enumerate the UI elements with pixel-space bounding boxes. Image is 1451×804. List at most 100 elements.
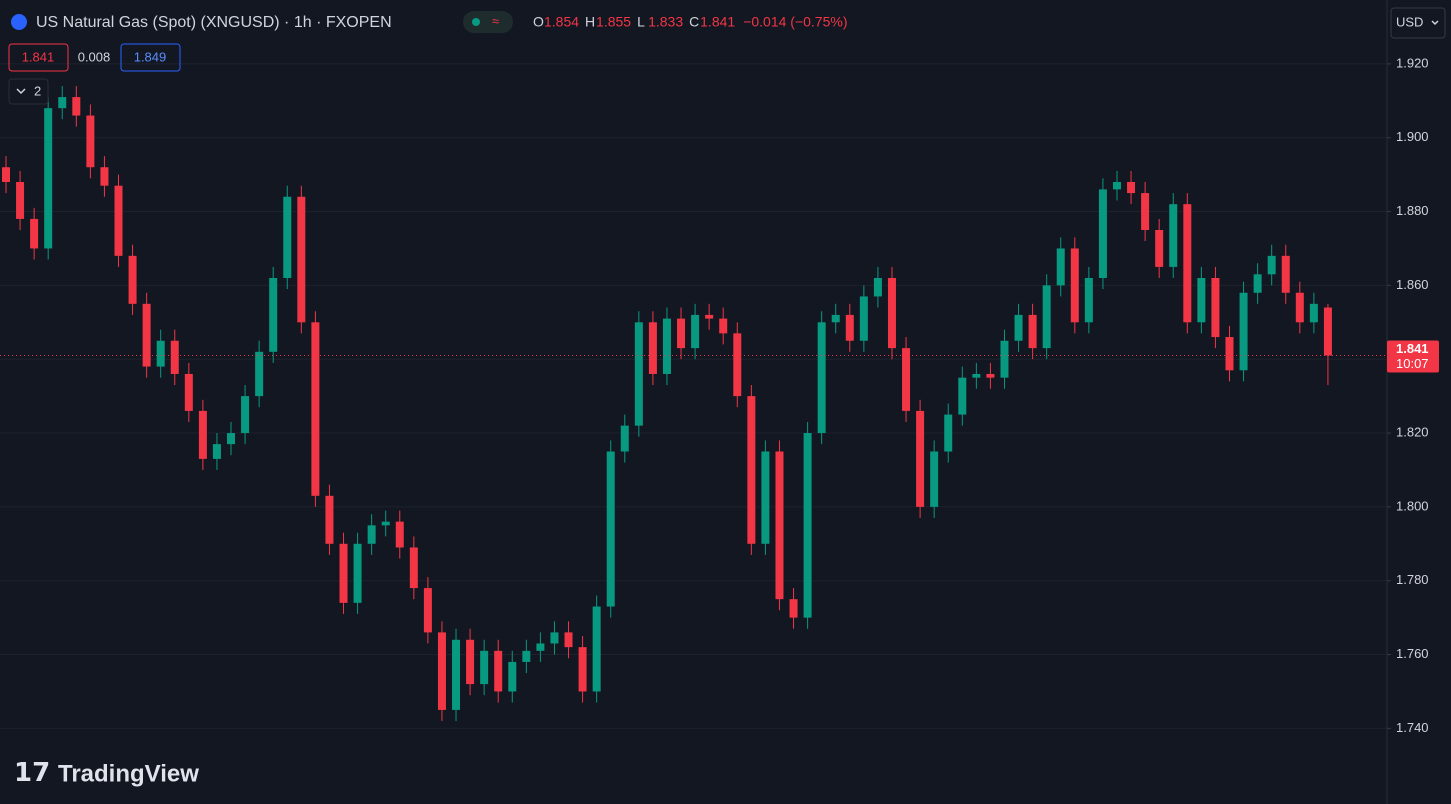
candle-body (381, 521, 390, 526)
candle-body (311, 322, 320, 496)
watermark: TradingView (58, 760, 199, 787)
candle-body (1197, 277, 1206, 323)
last-price-label: 1.841 (1396, 341, 1429, 356)
header: US Natural Gas (Spot) (XNGUSD) · 1h · FX… (8, 7, 1446, 787)
candle-body (958, 377, 967, 415)
legend-key: C (689, 14, 699, 30)
legend-key: H (585, 14, 595, 30)
candle-body (1211, 277, 1220, 338)
candle-body (395, 521, 404, 548)
candle-body (1267, 255, 1276, 275)
candle-body (297, 196, 306, 323)
candle-body (1239, 292, 1248, 371)
candle-body (114, 185, 123, 256)
candle-body (677, 318, 686, 349)
candles (0, 86, 1386, 721)
ask[interactable]: 1.849 (134, 49, 167, 64)
currency-button[interactable] (1390, 7, 1446, 39)
countdown: 10:07 (1396, 356, 1429, 371)
candle-body (1169, 204, 1178, 267)
indicators-toggle[interactable] (8, 78, 49, 105)
y-tick-label: 1.900 (1396, 129, 1429, 144)
candle-body (198, 410, 207, 459)
bid[interactable]: 1.841 (22, 49, 55, 64)
candle-body (16, 182, 25, 219)
candle-body (1225, 337, 1234, 371)
candle-body (761, 451, 770, 544)
candle-body (2, 167, 10, 183)
candle-body (1070, 248, 1079, 323)
candle-body (1141, 193, 1150, 230)
status-dot (472, 18, 480, 26)
candle-body (592, 606, 601, 692)
indicator-count[interactable]: 2 (34, 83, 41, 98)
candle-body (241, 396, 250, 434)
chart-title: US Natural Gas (Spot) (XNGUSD) · 1h · FX… (36, 14, 392, 31)
legend-key: L (637, 14, 645, 30)
y-tick-label: 1.880 (1396, 203, 1429, 218)
candle-body (719, 318, 728, 334)
candle-body (367, 525, 376, 544)
candle-body (283, 196, 292, 278)
candle-body (1155, 229, 1164, 267)
candle-body (508, 661, 517, 692)
y-tick-label: 1.780 (1396, 572, 1429, 587)
candle-body (691, 314, 700, 349)
candle-body (1309, 303, 1318, 323)
candle-body (156, 340, 165, 367)
chevron (16, 88, 26, 95)
legend-key: O (533, 14, 544, 30)
change: −0.014 (−0.75%) (743, 14, 847, 30)
currency[interactable]: USD (1396, 14, 1423, 29)
candle-body (662, 318, 671, 374)
candle-body (1281, 255, 1290, 293)
candle-body (564, 632, 573, 648)
legend-value: 1.855 (596, 14, 631, 30)
candle-body (72, 97, 81, 116)
candle-body (409, 547, 418, 589)
candle-body (550, 632, 559, 644)
y-tick-label: 1.800 (1396, 498, 1429, 513)
y-tick-label: 1.740 (1396, 720, 1429, 735)
candle-body (803, 433, 812, 618)
candle-body (1098, 189, 1107, 278)
status-pill[interactable] (463, 11, 513, 33)
y-tick-label: 1.860 (1396, 277, 1429, 292)
candle-body (86, 115, 95, 168)
candle-body (100, 167, 109, 186)
legend-value: 1.841 (700, 14, 735, 30)
candle-body (733, 333, 742, 397)
candle-body (859, 296, 868, 341)
candle-body (30, 218, 39, 249)
candle-body (1000, 340, 1009, 378)
price-axis: 1.7401.7601.7801.8001.8201.8401.8601.880… (1387, 55, 1439, 735)
bid-box[interactable] (8, 43, 69, 72)
candle-body (972, 373, 981, 378)
candle-body (437, 632, 446, 710)
candle-body (44, 108, 53, 249)
candle-body (325, 495, 334, 544)
candle-body (255, 351, 264, 397)
candle-body (1323, 307, 1332, 356)
candle-body (170, 340, 179, 374)
ask-box[interactable] (120, 43, 181, 72)
candle-body (648, 322, 657, 374)
candle-body (212, 444, 221, 459)
candle-body (339, 543, 348, 603)
candle-body (494, 650, 503, 692)
candle-body (1127, 182, 1136, 194)
symbol-icon (11, 14, 27, 30)
legend-value: 1.854 (544, 14, 579, 30)
candle-body (1014, 314, 1023, 341)
candle-body (606, 451, 615, 607)
candle-body (58, 97, 67, 109)
candle-body (887, 277, 896, 349)
candle-body (986, 373, 995, 378)
logo-mark: 𝟭𝟳 (14, 757, 50, 787)
status-icon: ≈ (492, 13, 499, 28)
candle-body (269, 277, 278, 352)
candle-body (480, 650, 489, 685)
candle-body (353, 543, 362, 603)
